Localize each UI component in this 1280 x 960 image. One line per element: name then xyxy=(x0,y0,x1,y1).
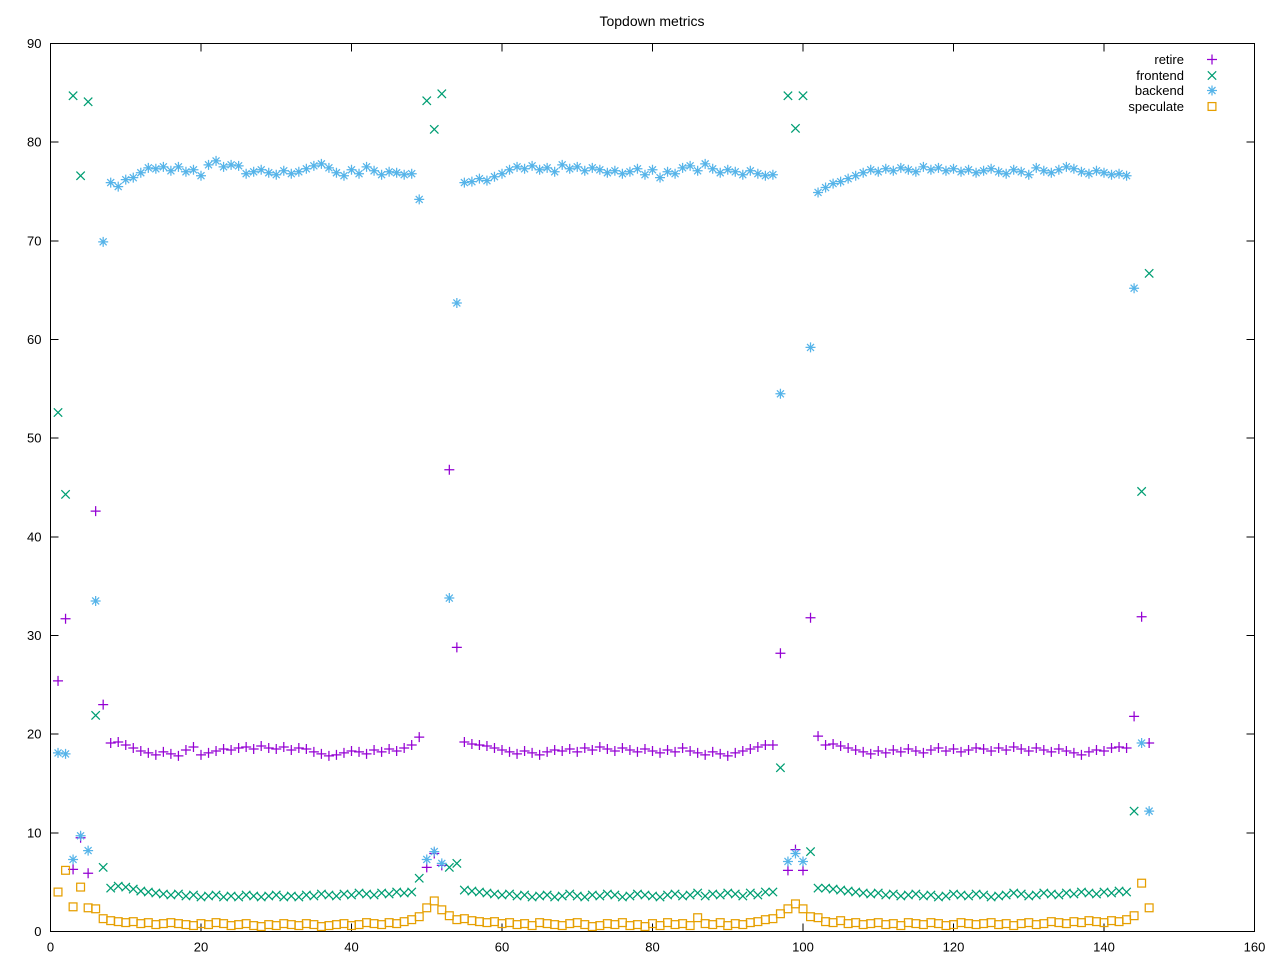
legend-label-frontend: frontend xyxy=(1136,67,1184,83)
svg-text:90: 90 xyxy=(27,36,41,51)
svg-text:160: 160 xyxy=(1244,940,1266,955)
legend: retire frontend backend speculate xyxy=(1044,52,1240,114)
svg-text:80: 80 xyxy=(645,940,659,955)
svg-text:40: 40 xyxy=(27,529,41,544)
legend-label-speculate: speculate xyxy=(1128,98,1184,114)
plus-marker-icon xyxy=(1184,52,1240,67)
svg-text:60: 60 xyxy=(27,332,41,347)
svg-text:60: 60 xyxy=(495,940,509,955)
svg-text:70: 70 xyxy=(27,233,41,248)
svg-text:10: 10 xyxy=(27,825,41,840)
legend-item-backend: backend xyxy=(1044,83,1240,99)
svg-text:20: 20 xyxy=(194,940,208,955)
legend-item-retire: retire xyxy=(1044,52,1240,68)
svg-text:50: 50 xyxy=(27,431,41,446)
legend-label-retire: retire xyxy=(1154,52,1184,67)
legend-item-speculate: speculate xyxy=(1044,99,1240,115)
svg-text:30: 30 xyxy=(27,628,41,643)
asterisk-marker-icon xyxy=(1184,83,1240,98)
square-marker-icon xyxy=(1184,99,1240,114)
legend-label-backend: backend xyxy=(1134,83,1184,98)
svg-text:120: 120 xyxy=(943,940,965,955)
svg-text:140: 140 xyxy=(1093,940,1115,955)
svg-text:80: 80 xyxy=(27,135,41,150)
legend-item-frontend: frontend xyxy=(1044,68,1240,84)
svg-text:0: 0 xyxy=(34,924,41,939)
chart-title: Topdown metrics xyxy=(599,13,705,29)
svg-text:0: 0 xyxy=(47,940,54,955)
svg-text:100: 100 xyxy=(792,940,814,955)
cross-marker-icon xyxy=(1184,68,1240,83)
svg-text:40: 40 xyxy=(344,940,358,955)
svg-text:20: 20 xyxy=(27,727,41,742)
